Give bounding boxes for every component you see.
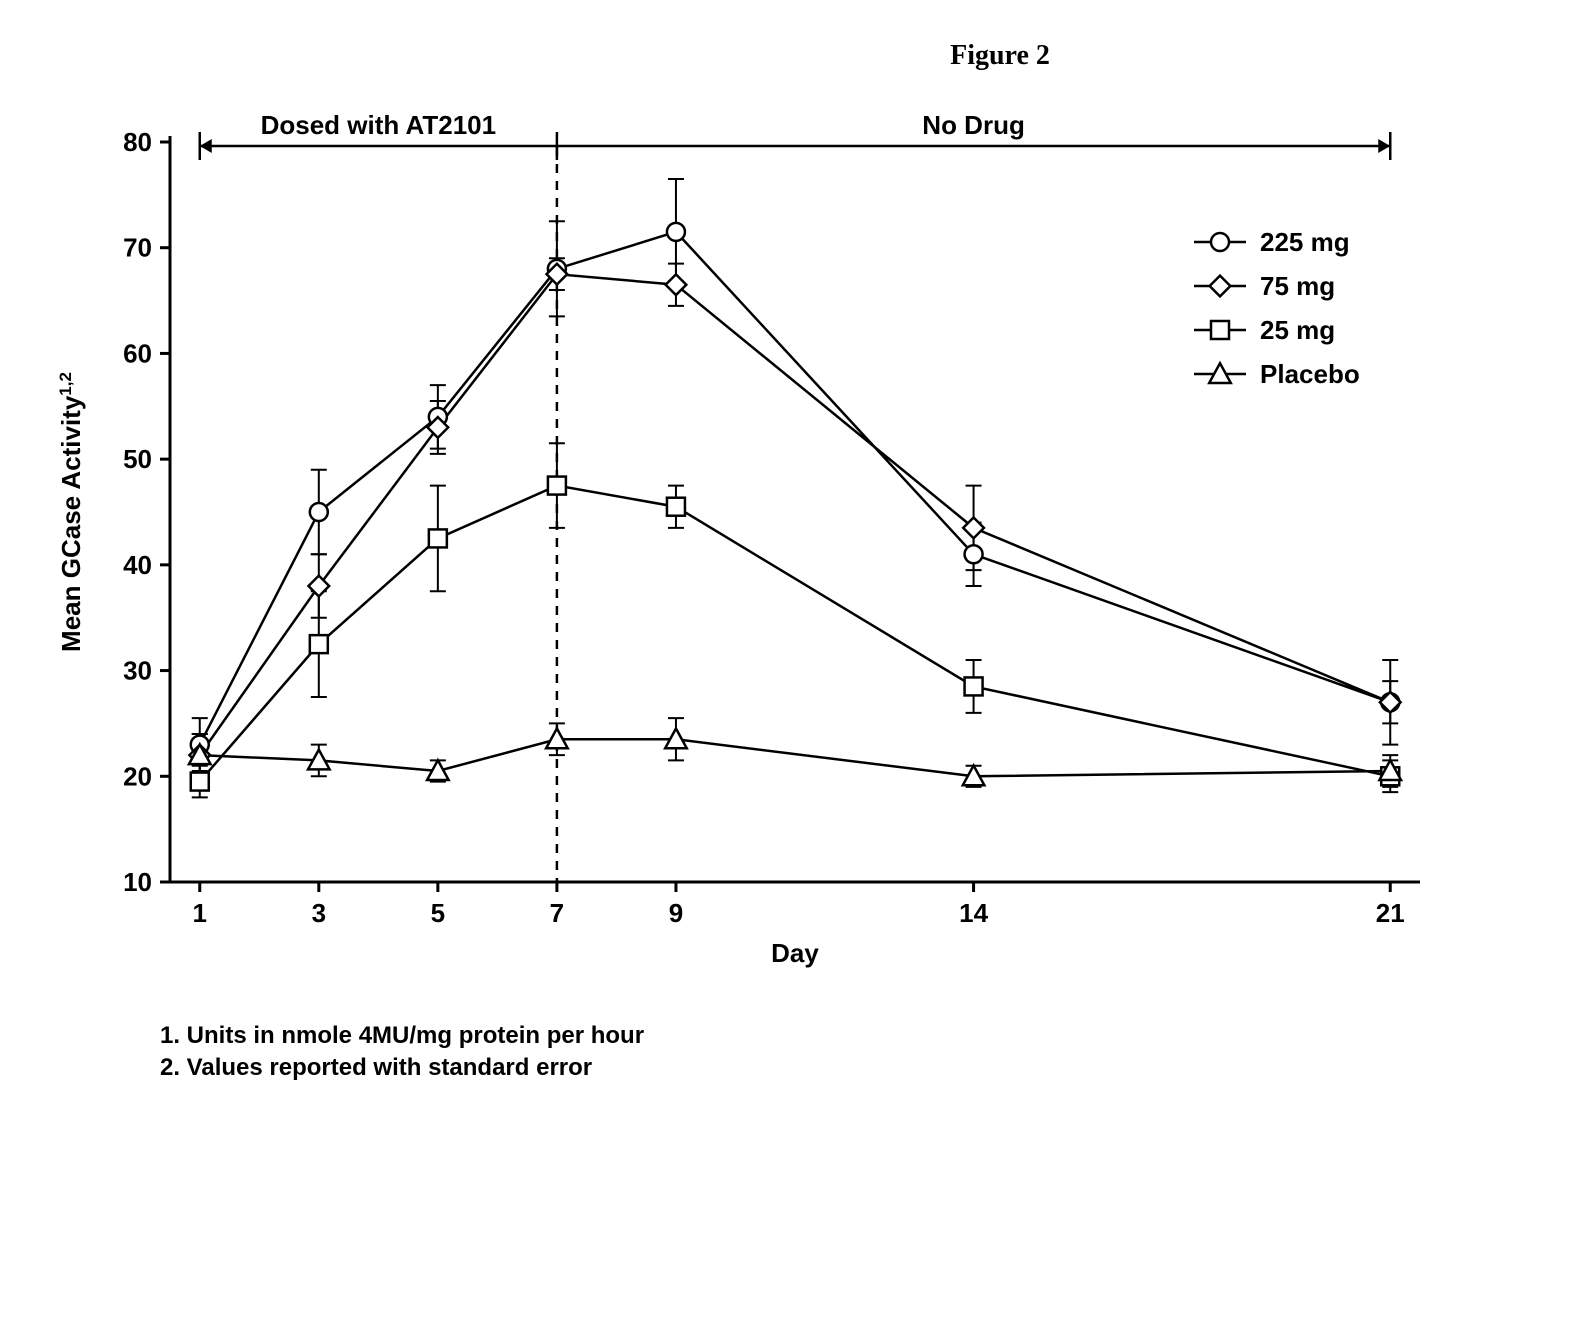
svg-text:14: 14 [959,898,988,928]
legend-label-s225: 225 mg [1260,227,1350,257]
svg-text:21: 21 [1376,898,1405,928]
svg-text:1: 1 [193,898,207,928]
svg-text:9: 9 [669,898,683,928]
svg-text:60: 60 [123,338,152,368]
series-s225 [200,232,1390,745]
svg-text:70: 70 [123,233,152,263]
svg-text:5: 5 [431,898,445,928]
legend-label-s25: 25 mg [1260,315,1335,345]
svg-text:80: 80 [123,127,152,157]
line-chart: 10 20 30 40 50 60 70 80 1 3 5 7 9 14 21 Day Mean GCase A… [40,102,1520,1002]
svg-text:30: 30 [123,656,152,686]
legend-label-plac: Placebo [1260,359,1360,389]
svg-text:10: 10 [123,867,152,897]
series-lines [200,232,1390,782]
footnote-2: 2. Values reported with standard error [160,1054,1540,1082]
series-markers [189,223,1401,791]
svg-text:Mean GCase Activity1,2: Mean GCase Activity1,2 [56,372,87,652]
series-plac [200,739,1390,776]
svg-text:Dosed with AT2101: Dosed with AT2101 [261,110,497,140]
figure-title: Figure 2 [460,40,1540,72]
chart-container: 10 20 30 40 50 60 70 80 1 3 5 7 9 14 21 Day Mean GCase A… [40,102,1520,1002]
footnotes: 1. Units in nmole 4MU/mg protein per hou… [160,1022,1540,1082]
series-s75 [200,274,1390,755]
svg-text:50: 50 [123,444,152,474]
svg-text:3: 3 [312,898,326,928]
svg-text:Day: Day [771,938,819,968]
legend-label-s75: 75 mg [1260,271,1335,301]
error-bars [192,179,1398,797]
svg-text:40: 40 [123,550,152,580]
footnote-1: 1. Units in nmole 4MU/mg protein per hou… [160,1022,1540,1050]
svg-text:20: 20 [123,761,152,791]
legend: 225 mg 75 mg 25 mg Placebo [1194,227,1360,389]
series-s25 [200,486,1390,782]
svg-text:7: 7 [550,898,564,928]
svg-text:No Drug: No Drug [922,110,1025,140]
